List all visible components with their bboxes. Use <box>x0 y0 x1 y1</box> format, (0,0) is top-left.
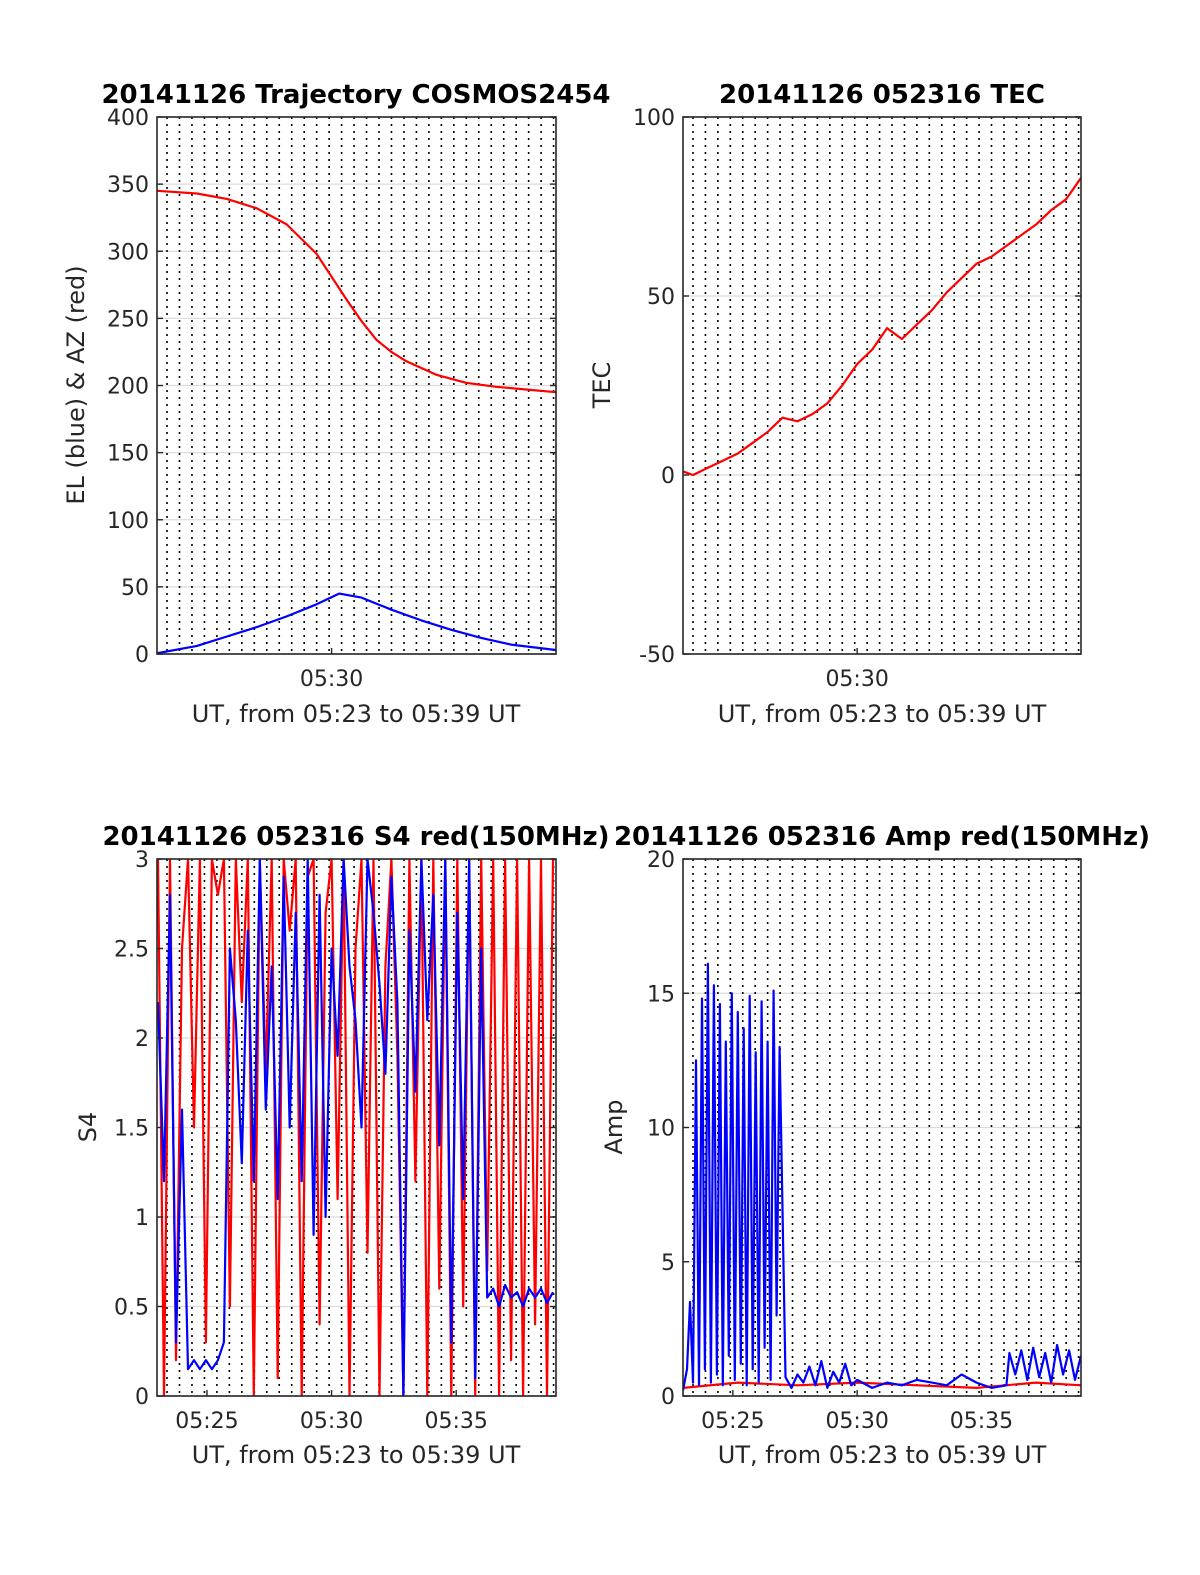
y-tick-label: 20 <box>647 848 675 873</box>
x-axis-label: UT, from 05:23 to 05:39 UT <box>192 1441 521 1469</box>
panel-title: 20141126 052316 Amp red(150MHz) <box>614 822 1150 852</box>
y-tick-label: 100 <box>107 509 149 534</box>
x-tick-label: 05:30 <box>300 1409 363 1434</box>
y-tick-label: 2 <box>135 1027 149 1052</box>
y-tick-label: 3 <box>135 848 149 873</box>
y-axis-label: Amp <box>600 1099 628 1154</box>
y-tick-label: 400 <box>107 106 149 131</box>
y-tick-label: 2.5 <box>114 938 149 963</box>
y-tick-label: 10 <box>647 1117 675 1142</box>
plot-area: 0 0.5 1 1.5 2 2.5 3 05:25 05:30 05:35 <box>114 848 557 1434</box>
x-tick-label: 05:30 <box>300 667 363 692</box>
y-tick-label: 50 <box>121 576 149 601</box>
series-line-1 <box>683 962 1081 1391</box>
y-axis-label: TEC <box>588 362 616 410</box>
series-line-0 <box>157 189 556 394</box>
axes-frame <box>682 116 1082 655</box>
y-tick-label: 15 <box>647 982 675 1007</box>
series-line-1 <box>157 859 554 1396</box>
y-tick-label: 0.5 <box>114 1296 149 1321</box>
y-tick-label: 100 <box>633 106 675 131</box>
y-tick-label: 350 <box>107 173 149 198</box>
x-tick-label: 05:35 <box>950 1409 1013 1434</box>
y-tick-label: 0 <box>135 643 149 668</box>
series-line-0 <box>683 177 1081 477</box>
y-tick-label: 5 <box>661 1251 675 1276</box>
x-tick-label: 05:30 <box>825 1409 888 1434</box>
y-tick-label: 300 <box>107 240 149 265</box>
panel-s4: 20141126 052316 S4 red(150MHz) UT, from … <box>74 822 610 1469</box>
y-tick-label: 0 <box>661 464 675 489</box>
y-axis-label: S4 <box>74 1112 102 1143</box>
y-tick-label: 150 <box>107 442 149 467</box>
y-tick-label: 200 <box>107 375 149 400</box>
plot-area: 0 50 100 150 200 250 300 350 400 05:30 <box>107 106 557 692</box>
panel-title: 20141126 Trajectory COSMOS2454 <box>101 80 610 110</box>
y-tick-label: 250 <box>107 307 149 332</box>
y-tick-label: 1.5 <box>114 1117 149 1142</box>
x-axis-label: UT, from 05:23 to 05:39 UT <box>192 700 521 728</box>
x-axis-label: UT, from 05:23 to 05:39 UT <box>718 700 1047 728</box>
x-tick-label: 05:30 <box>825 667 888 692</box>
panel-amp: 20141126 052316 Amp red(150MHz) UT, from… <box>600 822 1150 1469</box>
panel-title: 20141126 052316 S4 red(150MHz) <box>102 822 609 852</box>
panel-trajectory: 20141126 Trajectory COSMOS2454 UT, from … <box>62 80 611 728</box>
y-tick-label: 1 <box>135 1206 149 1231</box>
series-line-1 <box>157 592 556 654</box>
plot-area: -50 0 50 100 05:30 <box>633 106 1082 692</box>
x-tick-label: 05:25 <box>701 1409 764 1434</box>
y-tick-label: -50 <box>639 643 675 668</box>
x-axis-label: UT, from 05:23 to 05:39 UT <box>718 1441 1047 1469</box>
y-axis-label: EL (blue) & AZ (red) <box>62 265 90 504</box>
x-tick-label: 05:35 <box>425 1409 488 1434</box>
panel-tec: 20141126 052316 TEC UT, from 05:23 to 05… <box>588 80 1082 728</box>
y-tick-label: 50 <box>647 285 675 310</box>
panel-title: 20141126 052316 TEC <box>719 80 1045 110</box>
y-tick-label: 0 <box>135 1385 149 1410</box>
y-tick-label: 0 <box>661 1385 675 1410</box>
x-tick-label: 05:25 <box>175 1409 238 1434</box>
plot-area: 0 5 10 15 20 05:25 05:30 05:35 <box>647 848 1082 1434</box>
